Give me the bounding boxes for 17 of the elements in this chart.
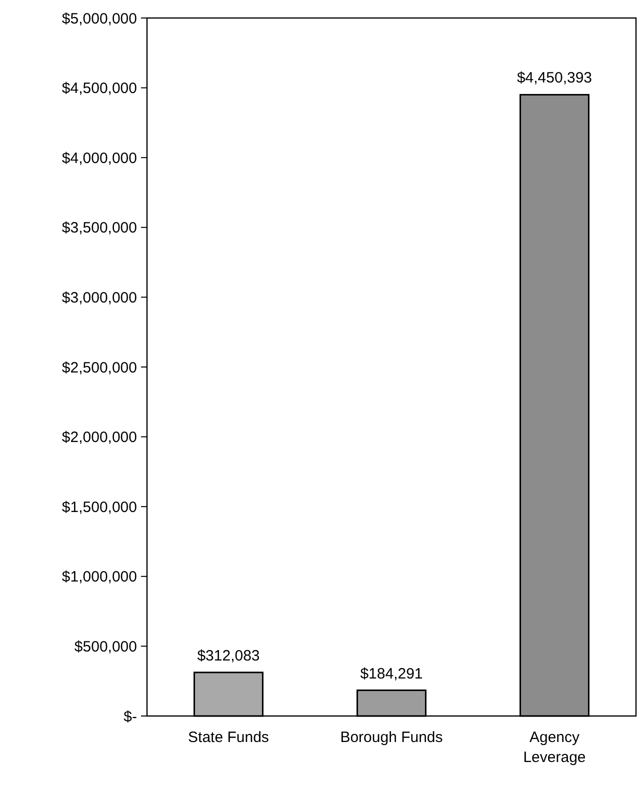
x-tick-label: State Funds (188, 729, 269, 746)
y-tick-label: $3,500,000 (62, 220, 137, 237)
y-tick-label: $5,000,000 (62, 10, 137, 28)
x-tick-label: Agency Leverage (523, 729, 586, 766)
data-label: $312,083 (197, 647, 260, 664)
y-tick-label: $- (124, 708, 137, 726)
x-tick-label: Borough Funds (340, 729, 443, 746)
y-tick-label: $500,000 (74, 638, 137, 656)
data-label: $4,450,393 (516, 70, 592, 87)
y-tick-label: $2,500,000 (62, 359, 137, 376)
y-tick-label: $4,000,000 (62, 150, 137, 167)
y-tick-label: $3,000,000 (62, 289, 137, 306)
data-label: $184,291 (360, 665, 423, 682)
y-tick-label: $1,000,000 (62, 568, 137, 586)
y-tick-label: $1,500,000 (62, 498, 137, 516)
y-tick-label: $4,500,000 (62, 80, 137, 98)
y-tick-label: $2,000,000 (62, 429, 137, 446)
